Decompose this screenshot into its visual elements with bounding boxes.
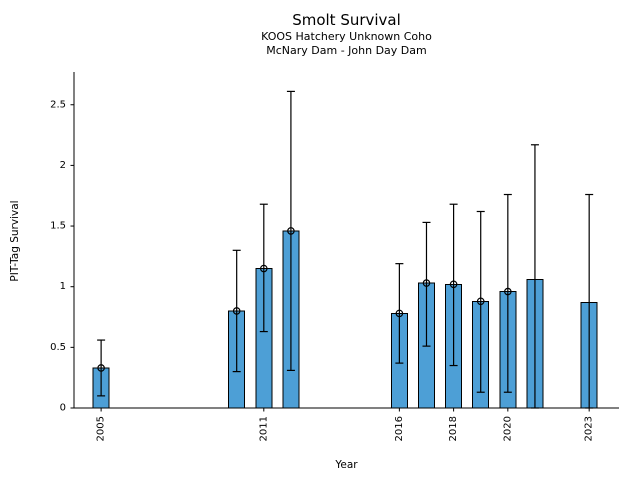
y-tick-label: 1.5 [50, 221, 66, 232]
x-tick-label: 2023 [584, 416, 595, 441]
x-axis-label: Year [335, 459, 358, 471]
point-marker-2010 [232, 307, 241, 315]
y-tick-label: 0 [60, 403, 66, 414]
point-marker-2017 [422, 279, 431, 287]
point-marker-2019 [476, 297, 485, 306]
chart-subtitle-stock: KOOS Hatchery Unknown Coho [261, 30, 432, 43]
x-tick-label: 2018 [448, 416, 459, 441]
x-tick-label: 2005 [96, 416, 107, 441]
y-tick-label: 0.5 [50, 342, 66, 353]
y-tick-label: 2 [60, 160, 66, 171]
y-tick-label: 1 [60, 281, 66, 292]
chart-subtitle-reach: McNary Dam - John Day Dam [266, 44, 427, 57]
chart-title: Smolt Survival [292, 11, 401, 29]
point-marker-2016 [395, 309, 404, 318]
point-marker-2012 [287, 227, 295, 235]
point-marker-2005 [97, 364, 105, 372]
y-tick-label: 2.5 [50, 99, 66, 110]
x-tick-label: 2011 [258, 416, 269, 441]
x-tick-label: 2020 [502, 416, 513, 441]
point-marker-2018 [449, 280, 458, 289]
point-marker-2020 [504, 287, 512, 296]
point-marker-2011 [260, 264, 268, 273]
x-tick-label: 2016 [394, 416, 405, 441]
